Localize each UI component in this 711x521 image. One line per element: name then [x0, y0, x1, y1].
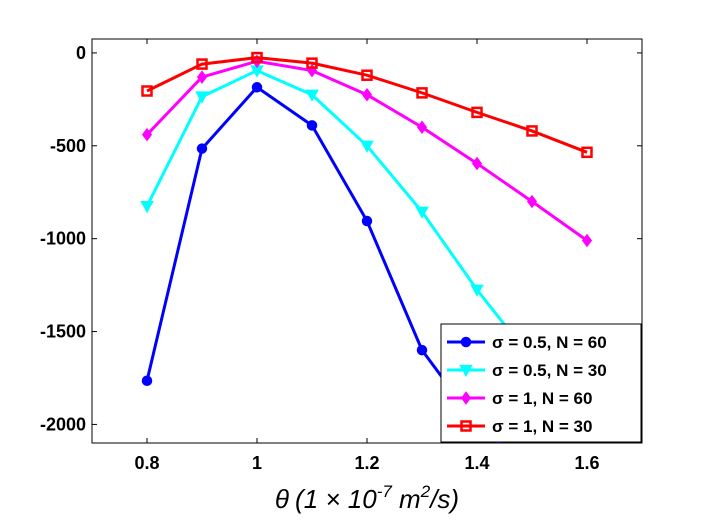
legend-label: σ = 1, N = 30 [492, 417, 592, 436]
data-point-triangle [195, 91, 209, 104]
x-tick-label: 1 [252, 453, 262, 473]
legend-label: σ = 1, N = 60 [492, 389, 592, 408]
x-tick-label: 0.8 [134, 453, 159, 473]
x-tick-label: 1.4 [464, 453, 489, 473]
legend-item: σ = 1, N = 60 [447, 389, 592, 408]
data-point-diamond [526, 194, 538, 209]
data-point-circle [251, 82, 263, 93]
legend-label: σ = 0.5, N = 30 [492, 361, 607, 380]
legend-label: σ = 0.5, N = 60 [492, 333, 607, 352]
data-point-triangle [360, 140, 374, 153]
y-axis-ticks: 0 -500 -1000 -1500 -2000 [40, 43, 642, 434]
data-point-circle [416, 344, 428, 356]
y-tick-label: 0 [76, 43, 86, 63]
data-point-square [251, 51, 263, 64]
legend-item: σ = 1, N = 30 [447, 417, 592, 436]
data-point-diamond [460, 391, 472, 405]
data-point-square [196, 58, 208, 70]
data-point-diamond [196, 70, 208, 84]
data-point-triangle [415, 206, 429, 219]
x-tick-label: 1.6 [574, 453, 599, 473]
y-tick-label: -500 [50, 136, 86, 156]
data-point-square [361, 69, 373, 81]
data-point-circle [306, 120, 318, 131]
data-point-diamond [581, 233, 593, 248]
series-line [146, 56, 588, 154]
data-point-triangle [459, 364, 473, 378]
data-point-circle [141, 375, 153, 387]
series [141, 82, 592, 521]
series-layer [140, 51, 594, 521]
legend-item: σ = 0.5, N = 60 [447, 333, 607, 352]
data-point-triangle [470, 284, 484, 297]
legend-box [440, 323, 642, 443]
x-tick-label: 1.2 [354, 453, 379, 473]
data-point-diamond [416, 120, 428, 134]
data-point-square [526, 125, 538, 137]
y-tick-label: -1500 [40, 322, 86, 342]
data-point-square [141, 85, 153, 97]
data-point-diamond [141, 127, 153, 142]
data-point-triangle [305, 89, 319, 102]
data-point-square [460, 420, 472, 432]
data-point-square [416, 87, 428, 99]
series [141, 54, 593, 248]
data-point-square [471, 106, 483, 119]
data-point-circle [460, 336, 472, 348]
data-point-diamond [471, 156, 483, 171]
legend: σ = 0.5, N = 60 σ = 0.5, N = 30 σ = 1, N =… [440, 323, 642, 443]
y-tick-label: -2000 [40, 414, 86, 434]
data-point-diamond [361, 87, 373, 102]
data-point-circle [528, 466, 537, 475]
data-point-square [306, 57, 318, 69]
series [141, 51, 593, 159]
x-axis-ticks: 0.8 1 1.2 1.4 1.6 [134, 39, 600, 473]
legend-item: σ = 0.5, N = 30 [447, 361, 607, 380]
data-point-square [581, 146, 593, 159]
y-tick-label: -1000 [40, 229, 86, 249]
data-point-circle [361, 215, 373, 227]
data-point-circle [196, 143, 208, 154]
data-point-circle [583, 513, 592, 521]
x-axis-label: θ (1 × 10-7 m2/s) [275, 482, 459, 514]
data-point-triangle [140, 201, 154, 214]
